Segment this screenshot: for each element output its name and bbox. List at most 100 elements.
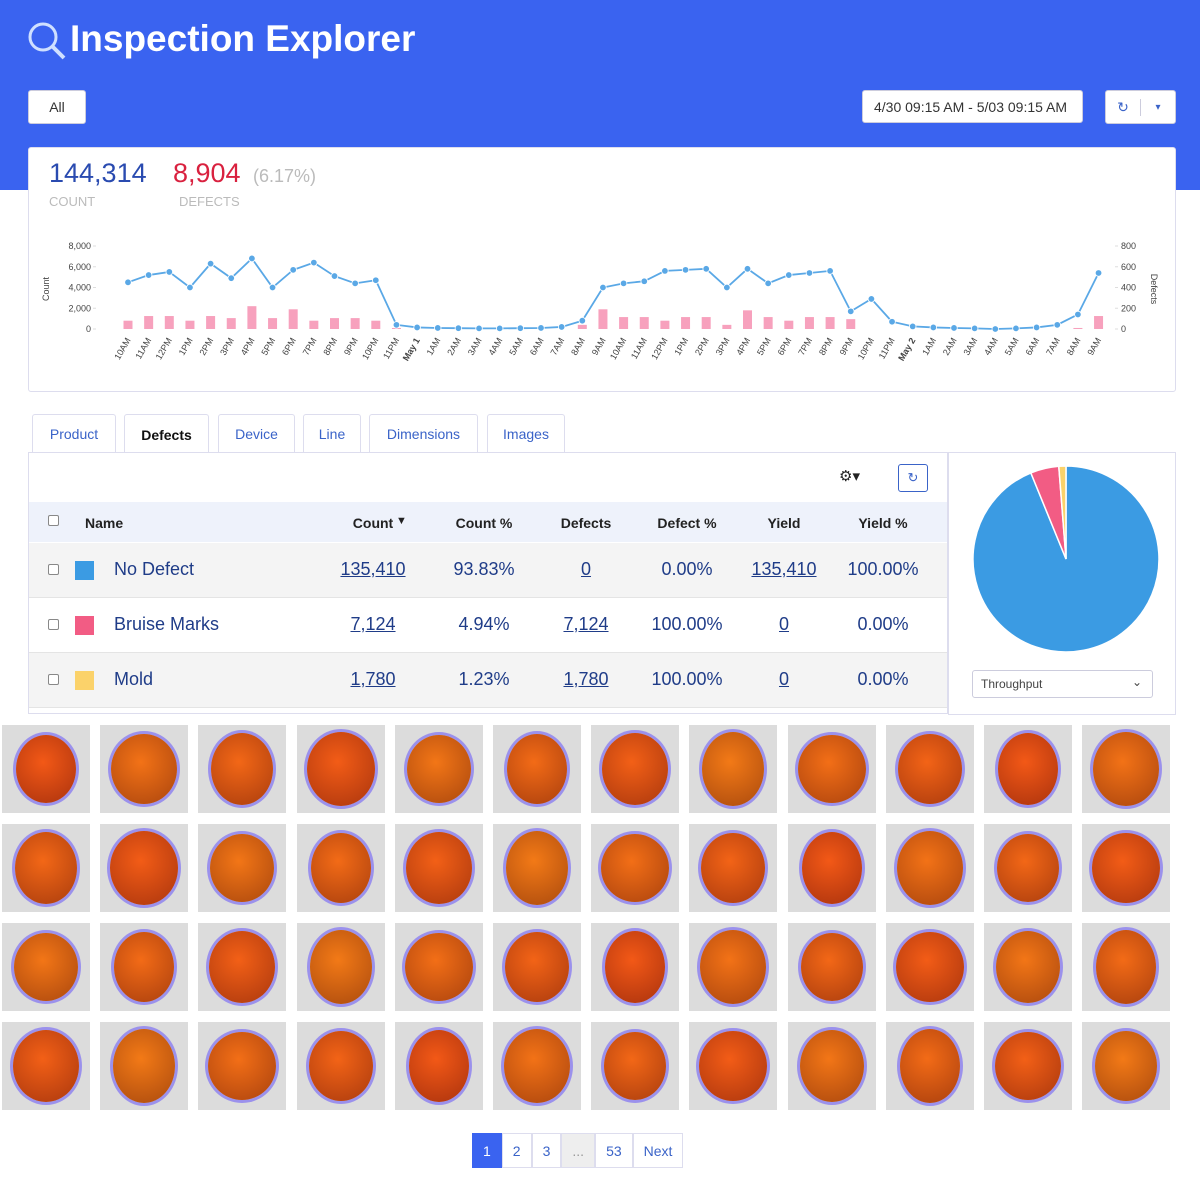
inspection-image[interactable] xyxy=(885,1022,974,1110)
inspection-image[interactable] xyxy=(296,923,385,1011)
cell[interactable]: 7,124 xyxy=(563,614,609,634)
inspection-image[interactable] xyxy=(394,824,483,912)
inspection-image[interactable] xyxy=(100,923,189,1011)
point xyxy=(847,307,855,316)
inspection-image[interactable] xyxy=(2,824,90,912)
inspection-image[interactable] xyxy=(394,1022,483,1110)
inspection-image[interactable] xyxy=(1082,923,1171,1011)
checkbox[interactable] xyxy=(48,674,59,685)
page-button[interactable]: 3 xyxy=(531,1133,562,1168)
inspection-image[interactable] xyxy=(689,824,778,912)
inspection-image[interactable] xyxy=(296,824,385,912)
orange xyxy=(1095,1031,1158,1101)
column-header[interactable]: Yield xyxy=(767,515,801,531)
inspection-image[interactable] xyxy=(493,824,581,912)
inspection-image[interactable] xyxy=(198,923,287,1011)
cell[interactable]: 135,410 xyxy=(340,559,406,579)
inspection-image[interactable] xyxy=(885,923,974,1011)
column-header[interactable]: Yield % xyxy=(858,515,908,531)
column-header[interactable]: Defects xyxy=(560,515,612,531)
column-header[interactable]: Name xyxy=(85,515,124,531)
inspection-image[interactable] xyxy=(591,824,680,912)
inspection-image[interactable] xyxy=(1082,725,1171,813)
inspection-image[interactable] xyxy=(689,1022,778,1110)
inspection-image[interactable] xyxy=(591,725,680,813)
bar xyxy=(743,310,752,329)
cell[interactable]: 1,780 xyxy=(350,669,396,689)
inspection-image[interactable] xyxy=(885,725,974,813)
orange xyxy=(601,834,670,902)
inspection-image[interactable] xyxy=(493,923,581,1011)
inspection-image[interactable] xyxy=(787,923,876,1011)
tab[interactable]: Dimensions xyxy=(369,414,478,453)
cell[interactable]: 135,410 xyxy=(751,559,817,579)
settings-icon[interactable]: ⚙▾ xyxy=(839,468,860,485)
inspection-image[interactable] xyxy=(198,1022,287,1110)
cell[interactable]: 1,780 xyxy=(563,669,609,689)
inspection-image[interactable] xyxy=(493,1022,581,1110)
inspection-image[interactable] xyxy=(591,1022,680,1110)
inspection-image[interactable] xyxy=(787,1022,876,1110)
inspection-image[interactable] xyxy=(296,725,385,813)
x-tick-label: 4AM xyxy=(982,336,1000,357)
inspection-image[interactable] xyxy=(1082,1022,1171,1110)
inspection-image[interactable] xyxy=(591,923,680,1011)
inspection-image[interactable] xyxy=(394,923,483,1011)
date-range[interactable]: 4/30 09:15 AM - 5/03 09:15 AM xyxy=(862,90,1083,123)
inspection-image[interactable] xyxy=(689,725,778,813)
cell[interactable]: 0 xyxy=(778,614,790,634)
inspection-image[interactable] xyxy=(2,725,90,813)
page-button[interactable]: 2 xyxy=(501,1133,532,1168)
refresh-group[interactable]: ↻ ▾ xyxy=(1105,90,1176,124)
cell[interactable]: 0 xyxy=(778,669,790,689)
refresh-button[interactable]: ↻ xyxy=(898,464,928,492)
page-button[interactable]: ... xyxy=(561,1133,596,1168)
inspection-image[interactable] xyxy=(198,824,287,912)
inspection-image[interactable] xyxy=(787,725,876,813)
point xyxy=(496,324,504,333)
page-button[interactable]: 53 xyxy=(595,1133,633,1168)
checkbox[interactable] xyxy=(48,515,59,526)
orange xyxy=(13,1030,79,1102)
inspection-image[interactable] xyxy=(394,725,483,813)
inspection-image[interactable] xyxy=(984,824,1072,912)
inspection-image[interactable] xyxy=(787,824,876,912)
tab[interactable]: Line xyxy=(303,414,361,453)
inspection-image[interactable] xyxy=(2,1022,90,1110)
inspection-image[interactable] xyxy=(984,923,1072,1011)
inspection-image[interactable] xyxy=(689,923,778,1011)
row-name: No Defect xyxy=(114,559,195,579)
cell[interactable]: 0 xyxy=(580,559,592,579)
tab[interactable]: Product xyxy=(32,414,116,453)
tab[interactable]: Images xyxy=(487,414,565,453)
point xyxy=(1012,324,1020,333)
inspection-image[interactable] xyxy=(984,725,1072,813)
inspection-image[interactable] xyxy=(100,1022,189,1110)
inspection-image[interactable] xyxy=(296,1022,385,1110)
inspection-image[interactable] xyxy=(100,725,189,813)
checkbox[interactable] xyxy=(48,564,59,575)
bar xyxy=(639,317,649,329)
x-tick-label: 11PM xyxy=(381,336,401,361)
point xyxy=(434,324,442,332)
tab[interactable]: Device xyxy=(218,414,295,453)
column-header[interactable]: Count % xyxy=(455,515,513,531)
inspection-image[interactable] xyxy=(1082,824,1171,912)
inspection-image[interactable] xyxy=(493,725,581,813)
inspection-image[interactable] xyxy=(885,824,974,912)
next-button[interactable]: Next xyxy=(632,1133,684,1168)
inspection-image[interactable] xyxy=(100,824,189,912)
column-header[interactable]: Count xyxy=(352,515,394,531)
inspection-image[interactable] xyxy=(984,1022,1072,1110)
cell[interactable]: 7,124 xyxy=(350,614,396,634)
tab[interactable]: Defects xyxy=(124,414,209,454)
checkbox[interactable] xyxy=(48,619,59,630)
filter-button[interactable]: All xyxy=(28,90,86,124)
page-button[interactable]: 1 xyxy=(472,1133,502,1168)
metric-select[interactable]: Throughput ⌄ xyxy=(972,670,1153,698)
pie-slice xyxy=(1057,465,1067,560)
cell: 1.23% xyxy=(458,669,510,689)
inspection-image[interactable] xyxy=(2,923,90,1011)
column-header[interactable]: Defect % xyxy=(657,515,717,531)
inspection-image[interactable] xyxy=(198,725,287,813)
